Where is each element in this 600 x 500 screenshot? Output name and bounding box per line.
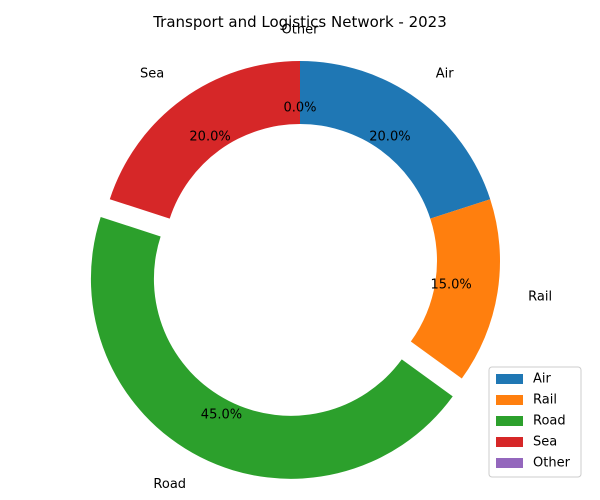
slice-label-other: Other bbox=[282, 23, 320, 38]
legend-frame bbox=[488, 366, 582, 478]
slice-label-sea: Sea bbox=[140, 67, 164, 82]
slice-label-air: Air bbox=[436, 67, 455, 82]
slice-label-rail: Rail bbox=[528, 290, 552, 305]
chart-legend: Air Rail Road Sea Other bbox=[488, 366, 582, 478]
slice-sea bbox=[109, 61, 300, 219]
chart-slices bbox=[90, 61, 500, 479]
percent-label-air: 20.0% bbox=[369, 130, 410, 145]
legend-swatch-air bbox=[496, 374, 523, 384]
slice-road bbox=[90, 217, 453, 479]
slice-label-road: Road bbox=[153, 477, 186, 492]
percent-label-road: 45.0% bbox=[201, 408, 242, 423]
chart-percent-labels: 20.0% 15.0% 45.0% 20.0% 0.0% bbox=[189, 101, 471, 423]
legend-swatch-other bbox=[496, 458, 523, 468]
legend-label-sea: Sea bbox=[533, 435, 557, 450]
legend-label-other: Other bbox=[533, 456, 571, 471]
legend-label-air: Air bbox=[533, 372, 552, 387]
legend-label-rail: Rail bbox=[533, 393, 557, 408]
legend-label-road: Road bbox=[533, 414, 566, 429]
slice-rail bbox=[410, 199, 500, 379]
legend-swatch-road bbox=[496, 416, 523, 426]
legend-swatch-sea bbox=[496, 437, 523, 447]
percent-label-rail: 15.0% bbox=[430, 277, 471, 292]
percent-label-other: 0.0% bbox=[283, 101, 316, 116]
chart-slice-labels: Air Rail Road Sea Other bbox=[140, 23, 552, 493]
slice-air bbox=[300, 61, 491, 219]
percent-label-sea: 20.0% bbox=[189, 130, 230, 145]
chart-title: Transport and Logistics Network - 2023 bbox=[152, 13, 447, 31]
legend-swatch-rail bbox=[496, 395, 523, 405]
